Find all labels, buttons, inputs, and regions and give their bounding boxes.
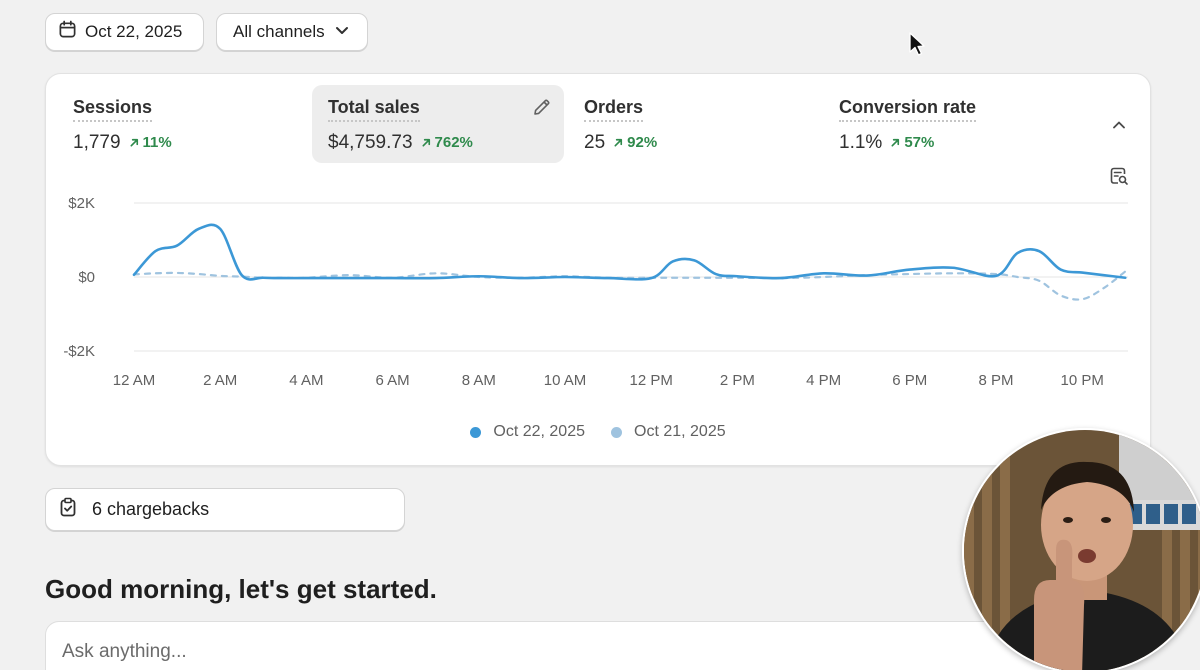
metric-delta: 762% — [421, 134, 473, 151]
metric-value: 1.1% — [839, 132, 883, 153]
x-tick-label: 8 PM — [978, 372, 1013, 389]
metric-label: Sessions — [73, 97, 153, 122]
calendar-icon — [58, 20, 77, 44]
analytics-card: Sessions 1,779 11% Total sales $4,759.73… — [45, 73, 1151, 466]
x-tick-label: 8 AM — [462, 372, 496, 389]
chargebacks-label: 6 chargebacks — [92, 499, 210, 519]
channels-dropdown[interactable]: All channels — [216, 13, 368, 51]
arrow-up-right-icon — [891, 138, 900, 147]
arrow-up-right-icon — [130, 138, 138, 147]
series-line-previous — [132, 270, 1127, 301]
chart-search-icon[interactable] — [1109, 166, 1129, 191]
series-line-current — [132, 223, 1127, 281]
date-picker-button[interactable]: Oct 22, 2025 — [45, 13, 204, 51]
metric-label: Total sales — [328, 97, 420, 122]
metric-label: Conversion rate — [839, 97, 977, 122]
presenter-video-image — [964, 430, 1200, 670]
sales-line-chart[interactable]: $2K $0 -$2K 12 AM 2 AM 4 AM 6 AM 8 AM 10 AM 12 PM… — [46, 74, 1152, 414]
chevron-down-icon — [335, 22, 349, 42]
chevron-up-icon[interactable] — [1110, 116, 1128, 139]
metric-orders[interactable]: Orders 25 92% — [568, 85, 820, 163]
greeting-heading: Good morning, let's get started. — [45, 574, 437, 604]
date-label: Oct 22, 2025 — [85, 22, 183, 41]
y-tick-label: $2K — [68, 195, 95, 212]
metric-delta: 92% — [613, 134, 657, 151]
chargebacks-button[interactable]: 6 chargebacks — [45, 488, 405, 531]
legend-label: Oct 22, 2025 — [493, 423, 585, 440]
legend-dot-previous — [611, 426, 622, 438]
x-tick-label: 6 AM — [376, 372, 410, 389]
metric-label: Orders — [584, 97, 644, 122]
metric-value: 25 — [584, 132, 606, 153]
metric-value: 1,779 — [73, 132, 121, 153]
legend-item-previous[interactable]: Oct 21, 2025 — [611, 423, 726, 441]
legend-item-current[interactable]: Oct 22, 2025 — [470, 423, 585, 441]
x-tick-label: 6 PM — [892, 372, 927, 389]
y-tick-label: $0 — [78, 269, 95, 286]
arrow-up-right-icon — [614, 138, 623, 147]
webcam-overlay — [962, 428, 1200, 670]
mouse-cursor-icon — [908, 32, 926, 63]
clipboard-check-icon — [58, 497, 78, 522]
metric-total-sales[interactable]: Total sales $4,759.73 762% — [312, 85, 564, 163]
metric-conversion-rate[interactable]: Conversion rate 1.1% 57% — [823, 85, 1075, 163]
chart-legend: Oct 22, 2025 Oct 21, 2025 — [46, 423, 1150, 441]
metric-delta: 57% — [890, 134, 934, 151]
arrow-up-right-icon — [421, 138, 430, 147]
pencil-icon[interactable] — [532, 97, 552, 122]
metric-value: $4,759.73 — [328, 132, 413, 153]
ask-box — [45, 621, 1105, 670]
metric-sessions[interactable]: Sessions 1,779 11% — [57, 85, 309, 163]
x-tick-label: 10 AM — [544, 372, 587, 389]
ask-input[interactable] — [46, 622, 1104, 670]
x-tick-label: 4 PM — [806, 372, 841, 389]
x-tick-label: 12 AM — [113, 372, 156, 389]
x-tick-label: 2 AM — [203, 372, 237, 389]
x-tick-label: 2 PM — [720, 372, 755, 389]
x-tick-label: 12 PM — [630, 372, 673, 389]
metric-delta: 11% — [129, 134, 172, 151]
x-tick-label: 10 PM — [1061, 372, 1104, 389]
legend-label: Oct 21, 2025 — [634, 423, 726, 440]
legend-dot-current — [470, 426, 482, 438]
channels-label: All channels — [233, 22, 325, 41]
y-tick-label: -$2K — [63, 343, 95, 360]
x-tick-label: 4 AM — [289, 372, 323, 389]
